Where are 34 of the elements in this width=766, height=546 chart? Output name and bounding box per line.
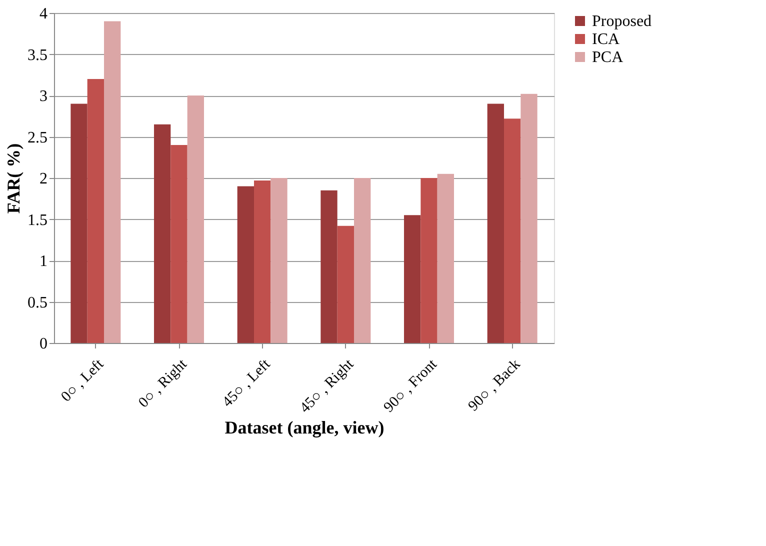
bar: [170, 145, 188, 343]
bar: [354, 178, 371, 343]
x-axis-title: Dataset (angle, view): [224, 418, 384, 438]
bar: [254, 180, 271, 343]
y-tick-label: 1.5: [28, 212, 48, 229]
bar: [437, 174, 454, 343]
bar: [337, 226, 354, 343]
x-tick-label: 0○ , Left: [58, 356, 108, 406]
y-axis-title: FAR( %): [4, 143, 24, 214]
bar: [87, 79, 104, 343]
legend-label: Proposed: [592, 13, 652, 30]
bar: [520, 94, 538, 343]
y-tick-label: 3.5: [28, 46, 48, 64]
legend-label: PCA: [592, 49, 624, 66]
bar: [504, 118, 521, 343]
y-tick-label: 4: [40, 6, 48, 22]
y-tick-label: 1: [40, 253, 48, 270]
bar: [404, 215, 421, 343]
bar: [104, 21, 121, 343]
bar: [270, 178, 288, 343]
y-tick-label: 2: [40, 170, 48, 188]
y-tick-label: 2.5: [28, 129, 48, 146]
bar: [237, 186, 254, 343]
x-tick-label: 45○ , Left: [220, 356, 274, 410]
bar: [70, 104, 88, 343]
bar: [487, 104, 504, 343]
bar: [154, 124, 171, 343]
bar: [187, 96, 204, 343]
legend-label: ICA: [592, 31, 620, 48]
bar: [320, 190, 338, 343]
y-tick-label: 0: [40, 336, 48, 352]
y-tick-label: 3: [40, 88, 48, 105]
y-tick-label: 0.5: [28, 294, 48, 312]
bar: [420, 178, 438, 343]
